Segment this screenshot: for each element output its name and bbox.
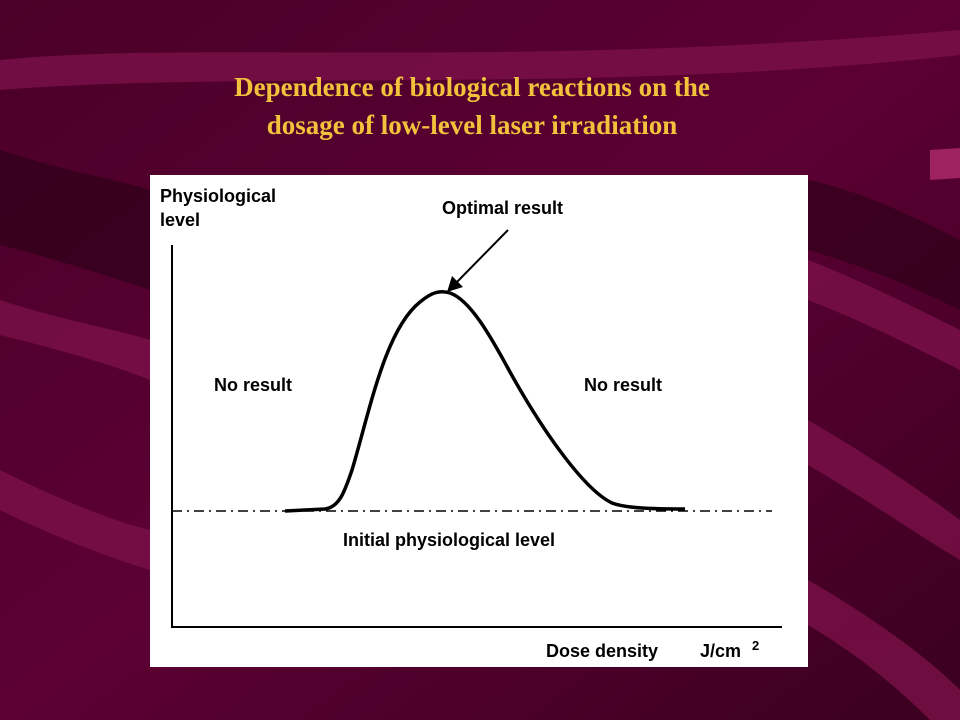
arrow-shaft [454,229,509,285]
title-line: Dependence of biological reactions on th… [234,72,710,102]
title-line: dosage of low-level laser irradiation [267,110,677,140]
y-axis-label: Physiological [160,186,276,206]
peak-label: Optimal result [442,198,563,218]
x-axis-unit-exponent: 2 [752,638,759,653]
diagram-panel [150,175,808,667]
x-axis-unit: J/cm [700,641,741,661]
arrow-head [447,276,463,292]
response-curve [284,289,686,513]
x-axis-label: Dose density [546,641,658,661]
right-label: No result [584,375,662,395]
baseline-label: Initial physiological level [343,530,555,550]
y-axis-label: level [160,210,200,230]
left-label: No result [214,375,292,395]
background-shadows [0,150,960,310]
background-swooshes [0,30,960,720]
